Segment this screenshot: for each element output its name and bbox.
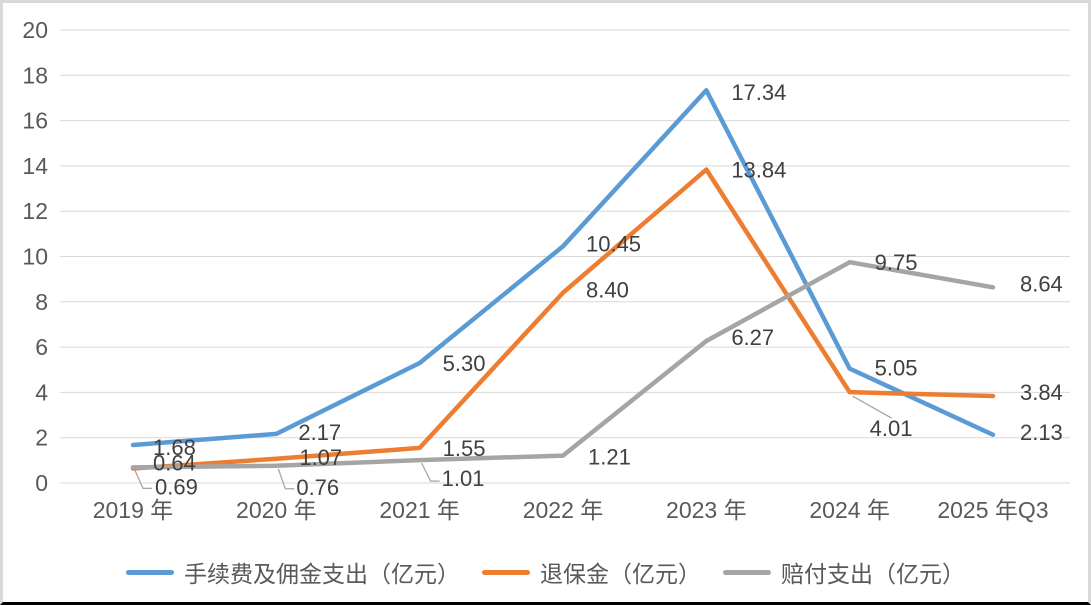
legend-line-marker-claims bbox=[723, 569, 771, 575]
data-label: 2.13 bbox=[1020, 420, 1063, 445]
y-axis-tick-label: 20 bbox=[22, 17, 48, 43]
data-label: 9.75 bbox=[875, 250, 918, 275]
legend-item-claims: 赔付支出（亿元） bbox=[723, 555, 965, 589]
data-label: 8.40 bbox=[586, 278, 629, 303]
data-label: 17.34 bbox=[731, 80, 786, 105]
series-line-0 bbox=[130, 87, 996, 448]
data-label: 1.07 bbox=[299, 445, 342, 470]
y-axis-tick-label: 2 bbox=[35, 425, 48, 451]
legend-line-marker-commission bbox=[126, 569, 174, 575]
data-label: 5.30 bbox=[443, 351, 486, 376]
legend-line-marker-surrender bbox=[482, 569, 530, 575]
data-label: 0.69 bbox=[155, 474, 198, 499]
data-label: 1.68 bbox=[153, 435, 196, 460]
data-label: 10.45 bbox=[586, 231, 641, 256]
data-label: 8.64 bbox=[1020, 271, 1063, 296]
data-label-leader-line bbox=[277, 468, 295, 490]
y-axis-tick-label: 16 bbox=[22, 108, 48, 134]
data-label: 5.05 bbox=[875, 356, 918, 381]
chart-legend: 手续费及佣金支出（亿元） 退保金（亿元） 赔付支出（亿元） bbox=[3, 547, 1088, 597]
legend-label-commission: 手续费及佣金支出（亿元） bbox=[184, 561, 460, 587]
data-label: 1.01 bbox=[442, 466, 485, 491]
y-axis-tick-label: 8 bbox=[35, 289, 48, 315]
x-axis-tick-label: 2020 年 bbox=[236, 497, 317, 523]
legend-item-surrender: 退保金（亿元） bbox=[482, 555, 701, 589]
data-label-leader-line bbox=[421, 462, 440, 482]
y-axis-tick-label: 4 bbox=[35, 379, 48, 405]
data-label: 2.17 bbox=[298, 420, 341, 445]
x-axis-tick-label: 2022 年 bbox=[523, 497, 604, 523]
data-label: 3.84 bbox=[1020, 380, 1063, 405]
y-axis-tick-label: 18 bbox=[22, 62, 48, 88]
legend-label-surrender: 退保金（亿元） bbox=[540, 561, 701, 587]
y-axis-tick-label: 0 bbox=[35, 470, 48, 496]
x-axis-tick-label: 2025 年Q3 bbox=[937, 497, 1048, 523]
data-label: 1.55 bbox=[443, 436, 486, 461]
legend-item-commission: 手续费及佣金支出（亿元） bbox=[126, 555, 460, 589]
series-line-2 bbox=[130, 259, 996, 470]
data-label: 0.76 bbox=[296, 475, 339, 500]
data-label-leader-line bbox=[852, 395, 892, 419]
data-label: 4.01 bbox=[870, 416, 913, 441]
y-axis-tick-label: 10 bbox=[22, 244, 48, 270]
x-axis-tick-label: 2019 年 bbox=[93, 497, 174, 523]
x-axis-tick-label: 2021 年 bbox=[379, 497, 460, 523]
data-label-leader-line bbox=[134, 470, 152, 490]
x-axis-tick-label: 2023 年 bbox=[666, 497, 747, 523]
x-axis-tick-label: 2024 年 bbox=[809, 497, 890, 523]
series-line-1 bbox=[130, 167, 996, 471]
data-label: 13.84 bbox=[731, 158, 786, 183]
y-axis-tick-label: 14 bbox=[22, 153, 48, 179]
data-label: 1.21 bbox=[588, 445, 631, 470]
data-label: 6.27 bbox=[731, 325, 774, 350]
chart-plot-area: 0 2 4 6 8 10 12 14 16 18 20 2019 年 2020 年 2021 年 2022 … bbox=[22, 17, 1070, 523]
y-axis-tick-label: 6 bbox=[35, 334, 48, 360]
y-axis-tick-label: 12 bbox=[22, 198, 48, 224]
legend-label-claims: 赔付支出（亿元） bbox=[781, 561, 965, 587]
data-label: 0.64 bbox=[153, 451, 196, 476]
